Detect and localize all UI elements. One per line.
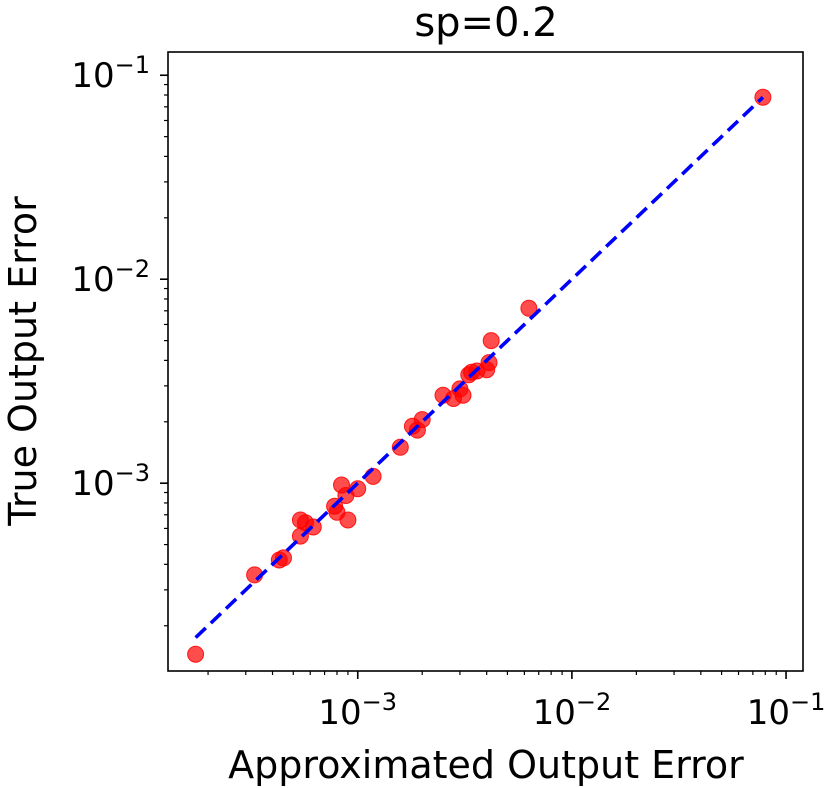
data-point: [391, 438, 409, 456]
data-point: [520, 299, 538, 317]
data-point: [482, 332, 500, 350]
axis-ticks: 10−3 10−2 10−1 10−3 10−2 10−1: [71, 51, 825, 733]
y-axis-label: True Output Error: [1, 196, 45, 527]
reference-line: [194, 95, 765, 639]
chart-title: sp=0.2: [414, 0, 557, 46]
data-point: [480, 354, 498, 372]
y-tick-label: 10−1: [71, 51, 150, 96]
data-point: [454, 386, 472, 404]
plot-frame: [167, 51, 804, 672]
x-tick-label: 10−2: [533, 688, 612, 733]
x-tick-label: 10−1: [747, 688, 826, 733]
x-axis-label: Approximated Output Error: [228, 743, 744, 787]
data-point: [187, 645, 205, 663]
data-point: [339, 511, 357, 529]
x-tick-label: 10−3: [318, 688, 397, 733]
plot-area: [187, 88, 772, 663]
y-tick-label: 10−3: [71, 459, 150, 504]
data-point: [275, 549, 292, 567]
y-tick-label: 10−2: [71, 255, 150, 300]
